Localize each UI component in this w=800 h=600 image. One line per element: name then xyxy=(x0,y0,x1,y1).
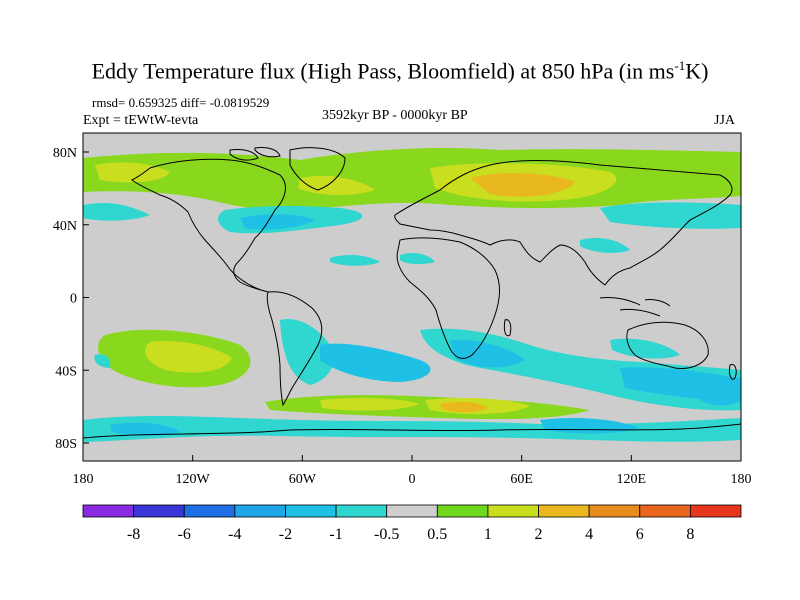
latitude-axis: 80N 40N 0 40S 80S xyxy=(53,146,89,452)
north-cyan-band xyxy=(600,202,741,229)
longitude-tick-label: 60E xyxy=(510,472,533,487)
longitude-axis: 180 120W 60W 0 60E 120E 180 xyxy=(73,455,752,487)
southern-ocean-cyan xyxy=(83,415,741,442)
colorbar-segment xyxy=(335,504,388,518)
colorbar-segment xyxy=(538,504,590,518)
coastlines xyxy=(83,147,741,439)
colorbar-segment xyxy=(386,504,438,518)
colorbar: -8 -6 -4 -2 -1 -0.5 0.5 1 2 4 6 8 xyxy=(82,504,742,543)
colorbar-segment xyxy=(689,504,742,518)
colorbar-label: 4 xyxy=(585,526,593,543)
title-main: Eddy Temperature flux (High Pass, Bloomf… xyxy=(91,58,675,84)
north-cyan-patch xyxy=(580,238,630,253)
chart-title: Eddy Temperature flux (High Pass, Bloomf… xyxy=(0,58,800,84)
colorbar-segment xyxy=(436,504,489,518)
latitude-tick-label: 80N xyxy=(53,146,77,161)
colorbar-segment xyxy=(285,504,337,518)
latitude-tick-label: 0 xyxy=(70,292,77,307)
antarctica-coast xyxy=(83,423,741,439)
colorbar-label: 8 xyxy=(686,526,694,543)
colorbar-label: -6 xyxy=(178,526,191,543)
southern-ocean-orange xyxy=(440,401,488,413)
colorbar-label: 0.5 xyxy=(427,526,447,543)
colorbar-segment xyxy=(588,504,641,518)
stats-line: rmsd= 0.659325 diff= -0.0819529 xyxy=(92,95,270,110)
longitude-tick-label: 180 xyxy=(73,472,94,487)
southern-ocean-yellow xyxy=(320,397,420,411)
north-cyan-band xyxy=(83,203,150,221)
colorbar-segment xyxy=(183,504,236,518)
title-end: K) xyxy=(685,58,709,84)
south-pacific-yellow xyxy=(145,340,232,373)
longitude-tick-label: 120W xyxy=(176,472,211,487)
title-superscript: -1 xyxy=(674,58,686,73)
latitude-tick-label: 80S xyxy=(55,437,77,452)
colorbar-segment xyxy=(82,504,135,518)
colorbar-segment xyxy=(133,504,185,518)
north-yellow-patch xyxy=(298,175,375,196)
longitude-tick-label: 60W xyxy=(289,472,317,487)
north-cyan-patch xyxy=(400,252,435,265)
south-america-cyan xyxy=(280,319,334,385)
southern-ocean-blue xyxy=(110,422,180,436)
north-orange-patch xyxy=(470,173,575,197)
colorbar-label: -8 xyxy=(127,526,140,543)
indonesia-coast xyxy=(599,297,671,317)
arctic-islands-coast xyxy=(229,147,281,161)
colorbar-label: 6 xyxy=(636,526,644,543)
new-zealand-coast xyxy=(729,363,737,380)
period-line: 3592kyr BP - 0000kyr BP xyxy=(322,108,468,123)
southern-ocean-blue xyxy=(700,392,738,406)
colorbar-label: 2 xyxy=(535,526,543,543)
colorbar-segment xyxy=(639,504,691,518)
south-atlantic-blue xyxy=(320,343,431,382)
colorbar-label: -1 xyxy=(329,526,342,543)
africa-coast xyxy=(396,237,500,359)
flux-field xyxy=(83,148,741,442)
colorbar-label: 1 xyxy=(484,526,492,543)
greenland-coast xyxy=(289,147,346,191)
colorbar-label: -0.5 xyxy=(374,526,399,543)
season-label: JJA xyxy=(714,113,736,128)
longitude-tick-label: 120E xyxy=(617,472,647,487)
colorbar-label: -4 xyxy=(228,526,241,543)
colorbar-segment xyxy=(234,504,286,518)
latitude-tick-label: 40S xyxy=(55,364,77,379)
latitude-tick-label: 40N xyxy=(53,219,77,234)
south-america-coast xyxy=(266,291,323,407)
eurasia-coast xyxy=(394,159,733,286)
longitude-tick-label: 0 xyxy=(409,472,416,487)
south-indian-blue xyxy=(450,339,525,368)
colorbar-label: -2 xyxy=(279,526,292,543)
longitude-tick-label: 180 xyxy=(731,472,752,487)
australia-coast xyxy=(626,321,709,369)
colorbar-segment xyxy=(487,504,539,518)
north-cyan-patch xyxy=(330,255,380,266)
north-blue-band xyxy=(240,214,315,230)
madagascar-coast xyxy=(503,319,512,337)
south-pacific-cyan xyxy=(94,354,111,368)
expt-line: Expt = tEWtW-tevta xyxy=(83,113,199,128)
